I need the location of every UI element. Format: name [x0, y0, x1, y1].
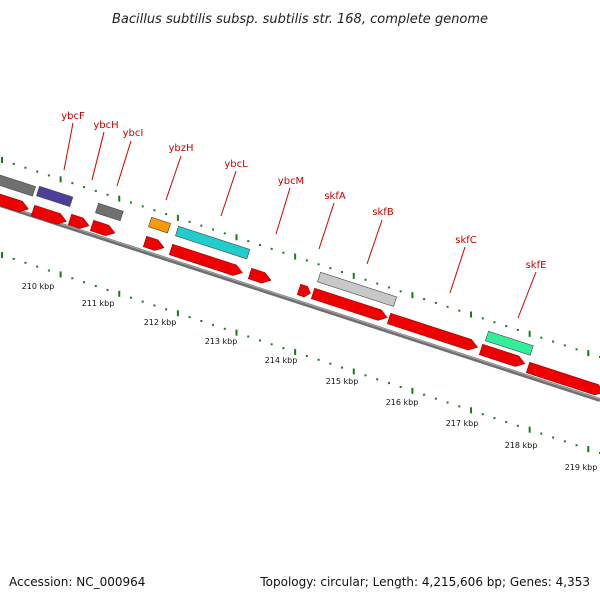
gene-label-ybcL[interactable]: ybcL — [224, 159, 248, 170]
label-leader-line — [366, 219, 383, 265]
scale-label-210: 210 kbp — [22, 282, 55, 291]
forward-gene-arrow — [168, 243, 243, 276]
gene-label-ybcF[interactable]: ybcF — [61, 111, 85, 122]
backbone-highlight — [0, 203, 600, 400]
outer-tick-row — [1, 157, 600, 358]
label-leader-line — [449, 246, 466, 294]
forward-gene-arrow — [478, 343, 526, 367]
label-leader-line — [275, 187, 291, 235]
scale-label-214: 214 kbp — [265, 356, 298, 365]
gene-box-ybcF — [36, 185, 74, 207]
scale-label-218: 218 kbp — [505, 441, 538, 450]
label-leader-line — [116, 140, 132, 187]
forward-gene-arrow — [525, 361, 600, 396]
map-title: Bacillus subtilis subsp. subtilis str. 1… — [112, 12, 488, 27]
gene-box-gray-1 — [0, 173, 36, 197]
gene-label-skfE[interactable]: skfE — [526, 260, 547, 271]
gene-box-ybcL — [175, 225, 251, 260]
forward-gene-arrow — [67, 213, 90, 229]
forward-gene-arrow — [310, 287, 388, 321]
forward-gene-arrow — [142, 235, 165, 251]
gene-label-ybzH[interactable]: ybzH — [168, 143, 193, 154]
scale-label-211: 211 kbp — [82, 299, 115, 308]
label-leader-line — [517, 271, 537, 319]
gene-box-ybcI — [95, 202, 124, 222]
gene-label-skfC[interactable]: skfC — [455, 235, 477, 246]
genome-info-text: Topology: circular; Length: 4,215,606 bp… — [259, 575, 590, 589]
forward-gene-arrow — [30, 204, 67, 225]
forward-gene-arrow — [247, 267, 272, 284]
label-leader-line — [63, 122, 74, 171]
forward-gene-arrow — [386, 312, 478, 351]
backbone-line — [0, 203, 600, 402]
forward-gene-arrow — [0, 192, 29, 213]
gene-label-leaders — [63, 122, 537, 319]
gene-label-skfB[interactable]: skfB — [372, 207, 394, 218]
label-leader-line — [220, 170, 237, 217]
scale-label-213: 213 kbp — [205, 337, 238, 346]
scale-label-216: 216 kbp — [386, 398, 419, 407]
forward-gene-arrow — [296, 283, 311, 298]
gene-box-ybzH — [148, 216, 171, 234]
inner-tick-row — [1, 252, 600, 454]
scale-label-219: 219 kbp — [565, 463, 598, 472]
gene-label-ybcI[interactable]: ybcI — [123, 128, 144, 139]
scale-label-215: 215 kbp — [326, 377, 359, 386]
scale-label-212: 212 kbp — [144, 318, 177, 327]
gene-labels: ybcF ybcH ybcI ybzH ybcL ybcM skfA skfB … — [61, 111, 546, 271]
label-leader-line — [165, 155, 182, 201]
gene-box-skfE — [485, 330, 534, 356]
accession-text: Accession: NC_000964 — [9, 575, 145, 589]
gene-box-skfB — [317, 271, 398, 307]
label-leader-line — [91, 131, 105, 181]
reverse-strand-genes — [0, 173, 534, 356]
scale-labels: 210 kbp 211 kbp 212 kbp 213 kbp 214 kbp … — [22, 282, 598, 472]
gene-label-skfA[interactable]: skfA — [324, 191, 346, 202]
scale-label-217: 217 kbp — [446, 419, 479, 428]
gene-label-ybcH[interactable]: ybcH — [93, 120, 118, 131]
forward-strand-genes — [0, 192, 600, 396]
gene-label-ybcM[interactable]: ybcM — [278, 176, 304, 187]
forward-gene-arrow — [89, 219, 116, 236]
label-leader-line — [318, 202, 335, 250]
